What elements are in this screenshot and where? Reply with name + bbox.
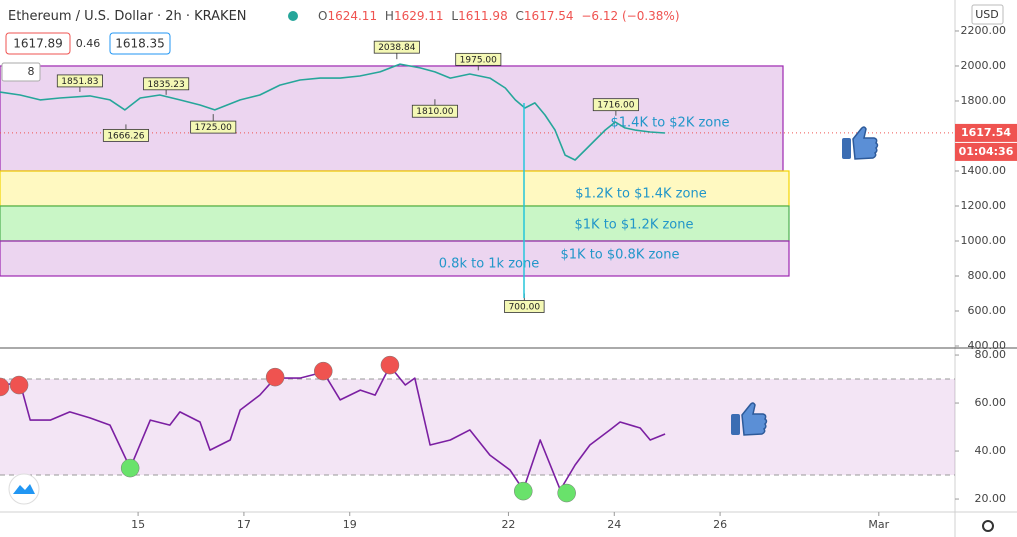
- y-tick-label: 1800.00: [961, 94, 1007, 107]
- annotation-label: 2038.84: [378, 43, 415, 53]
- annotation-box: [455, 52, 502, 66]
- y-tick-label: 1000.00: [961, 234, 1007, 247]
- signal-marker: [9, 375, 29, 395]
- x-tick-label: Mar: [868, 518, 889, 531]
- y-tick-label: 60.00: [975, 396, 1007, 409]
- y-tick-label: 1200.00: [961, 199, 1007, 212]
- signal-marker: [0, 377, 10, 397]
- settings-icon[interactable]: [982, 520, 994, 532]
- zone-label: $1.4K to $2K zone: [611, 116, 730, 131]
- status-dot: [288, 11, 298, 21]
- signal-marker: [514, 481, 533, 501]
- sell-button[interactable]: [5, 32, 71, 55]
- thumbs-up-icon: [842, 126, 879, 160]
- y-tick-label: 40.00: [975, 444, 1007, 457]
- ohlc-value: 1611.98: [458, 9, 508, 23]
- annotation-box: [190, 120, 237, 134]
- ohlc-key: L: [451, 9, 458, 23]
- signal-marker: [265, 367, 285, 387]
- annotation-box: [143, 77, 190, 91]
- annotation-label: 1975.00: [460, 55, 497, 65]
- zone-label: $1.2K to $1.4K zone: [575, 187, 706, 202]
- symbol: Ethereum / U.S. Dollar · 2h · KRAKEN: [8, 9, 247, 24]
- annotation-box: [56, 74, 103, 88]
- currency[interactable]: USD: [975, 8, 999, 21]
- ohlc-value: 1629.11: [394, 9, 444, 23]
- x-tick-label: 24: [607, 518, 621, 531]
- indicators-count[interactable]: 8: [28, 65, 35, 78]
- zone: [0, 170, 790, 207]
- change: −6.12 (−0.38%): [581, 9, 679, 23]
- symbol-text: Ethereum / U.S. Dollar · 2h · KRAKEN: [8, 9, 247, 24]
- annotation-box: [411, 104, 458, 118]
- series-line: [0, 365, 666, 491]
- y-tick-label: 600.00: [968, 304, 1007, 317]
- y-tick-label: 400.00: [968, 339, 1007, 352]
- ohlc-value: 1624.11: [327, 9, 377, 23]
- annotation-box: [592, 98, 639, 112]
- zone-label: 0.8k to 1k zone: [439, 257, 539, 272]
- y-tick-label: 2200.00: [961, 24, 1007, 37]
- ohlc-key: O: [318, 9, 327, 23]
- bid[interactable]: 1617.89: [13, 37, 63, 51]
- logo-mark: [13, 484, 35, 494]
- annotation-label: 1835.23: [148, 80, 185, 90]
- y-tick-label: 1400.00: [961, 164, 1007, 177]
- signal-marker: [557, 483, 576, 503]
- annotation-label: 700.00: [509, 302, 541, 312]
- zone-label: $1K to $0.8K zone: [561, 248, 680, 263]
- thumbs-up-icon: [731, 402, 768, 436]
- signal-marker: [380, 355, 400, 375]
- ohlc: O1624.11 H1629.11 L1611.98 C1617.54 −6.1…: [318, 9, 680, 23]
- y-tick-label: 800.00: [968, 269, 1007, 282]
- annotation-label: 1810.00: [416, 107, 453, 117]
- currency-button[interactable]: [971, 4, 1004, 25]
- last-price-box: [955, 123, 1017, 142]
- annotation-box: [102, 128, 149, 142]
- plot-layer: $1.4K to $2K zone $1.2K to $1.4K zone $1K …: [0, 24, 1006, 531]
- x-tick-label: 15: [131, 518, 145, 531]
- ohlc-key: C: [516, 9, 524, 23]
- y-tick-label: 80.00: [975, 348, 1007, 361]
- annotation-box: [504, 300, 545, 313]
- signal-marker: [314, 361, 333, 381]
- annotation-label: 1666.26: [107, 131, 144, 141]
- annotation-label: 1725.00: [195, 123, 232, 133]
- last-price-label: 1617.54: [961, 126, 1011, 139]
- ohlc-key: H: [385, 9, 394, 23]
- y-tick-label: 20.00: [975, 492, 1007, 505]
- indicators-toggle[interactable]: [1, 62, 41, 82]
- countdown: 01:04:36: [959, 145, 1014, 158]
- y-tick-label: 2000.00: [961, 59, 1007, 72]
- x-tick-label: 17: [237, 518, 251, 531]
- zone: [0, 240, 790, 277]
- spread: 0.46: [76, 37, 101, 50]
- x-tick-label: 19: [343, 518, 357, 531]
- series-line: [0, 63, 666, 161]
- signal-marker: [120, 458, 140, 478]
- annotation-label: 1851.83: [61, 77, 98, 87]
- buy-button[interactable]: [109, 32, 171, 55]
- zone: [0, 205, 790, 242]
- zone-label: $1K to $1.2K zone: [575, 218, 694, 233]
- ohlc-value: 1617.54: [524, 9, 574, 23]
- annotation-label: 1716.00: [597, 101, 634, 111]
- x-tick-label: 26: [713, 518, 727, 531]
- ask[interactable]: 1618.35: [115, 37, 165, 51]
- annotation-box: [373, 40, 420, 54]
- countdown-box: [955, 142, 1017, 161]
- rsi-band: [0, 379, 955, 476]
- x-tick-label: 22: [501, 518, 515, 531]
- zone: [0, 65, 784, 172]
